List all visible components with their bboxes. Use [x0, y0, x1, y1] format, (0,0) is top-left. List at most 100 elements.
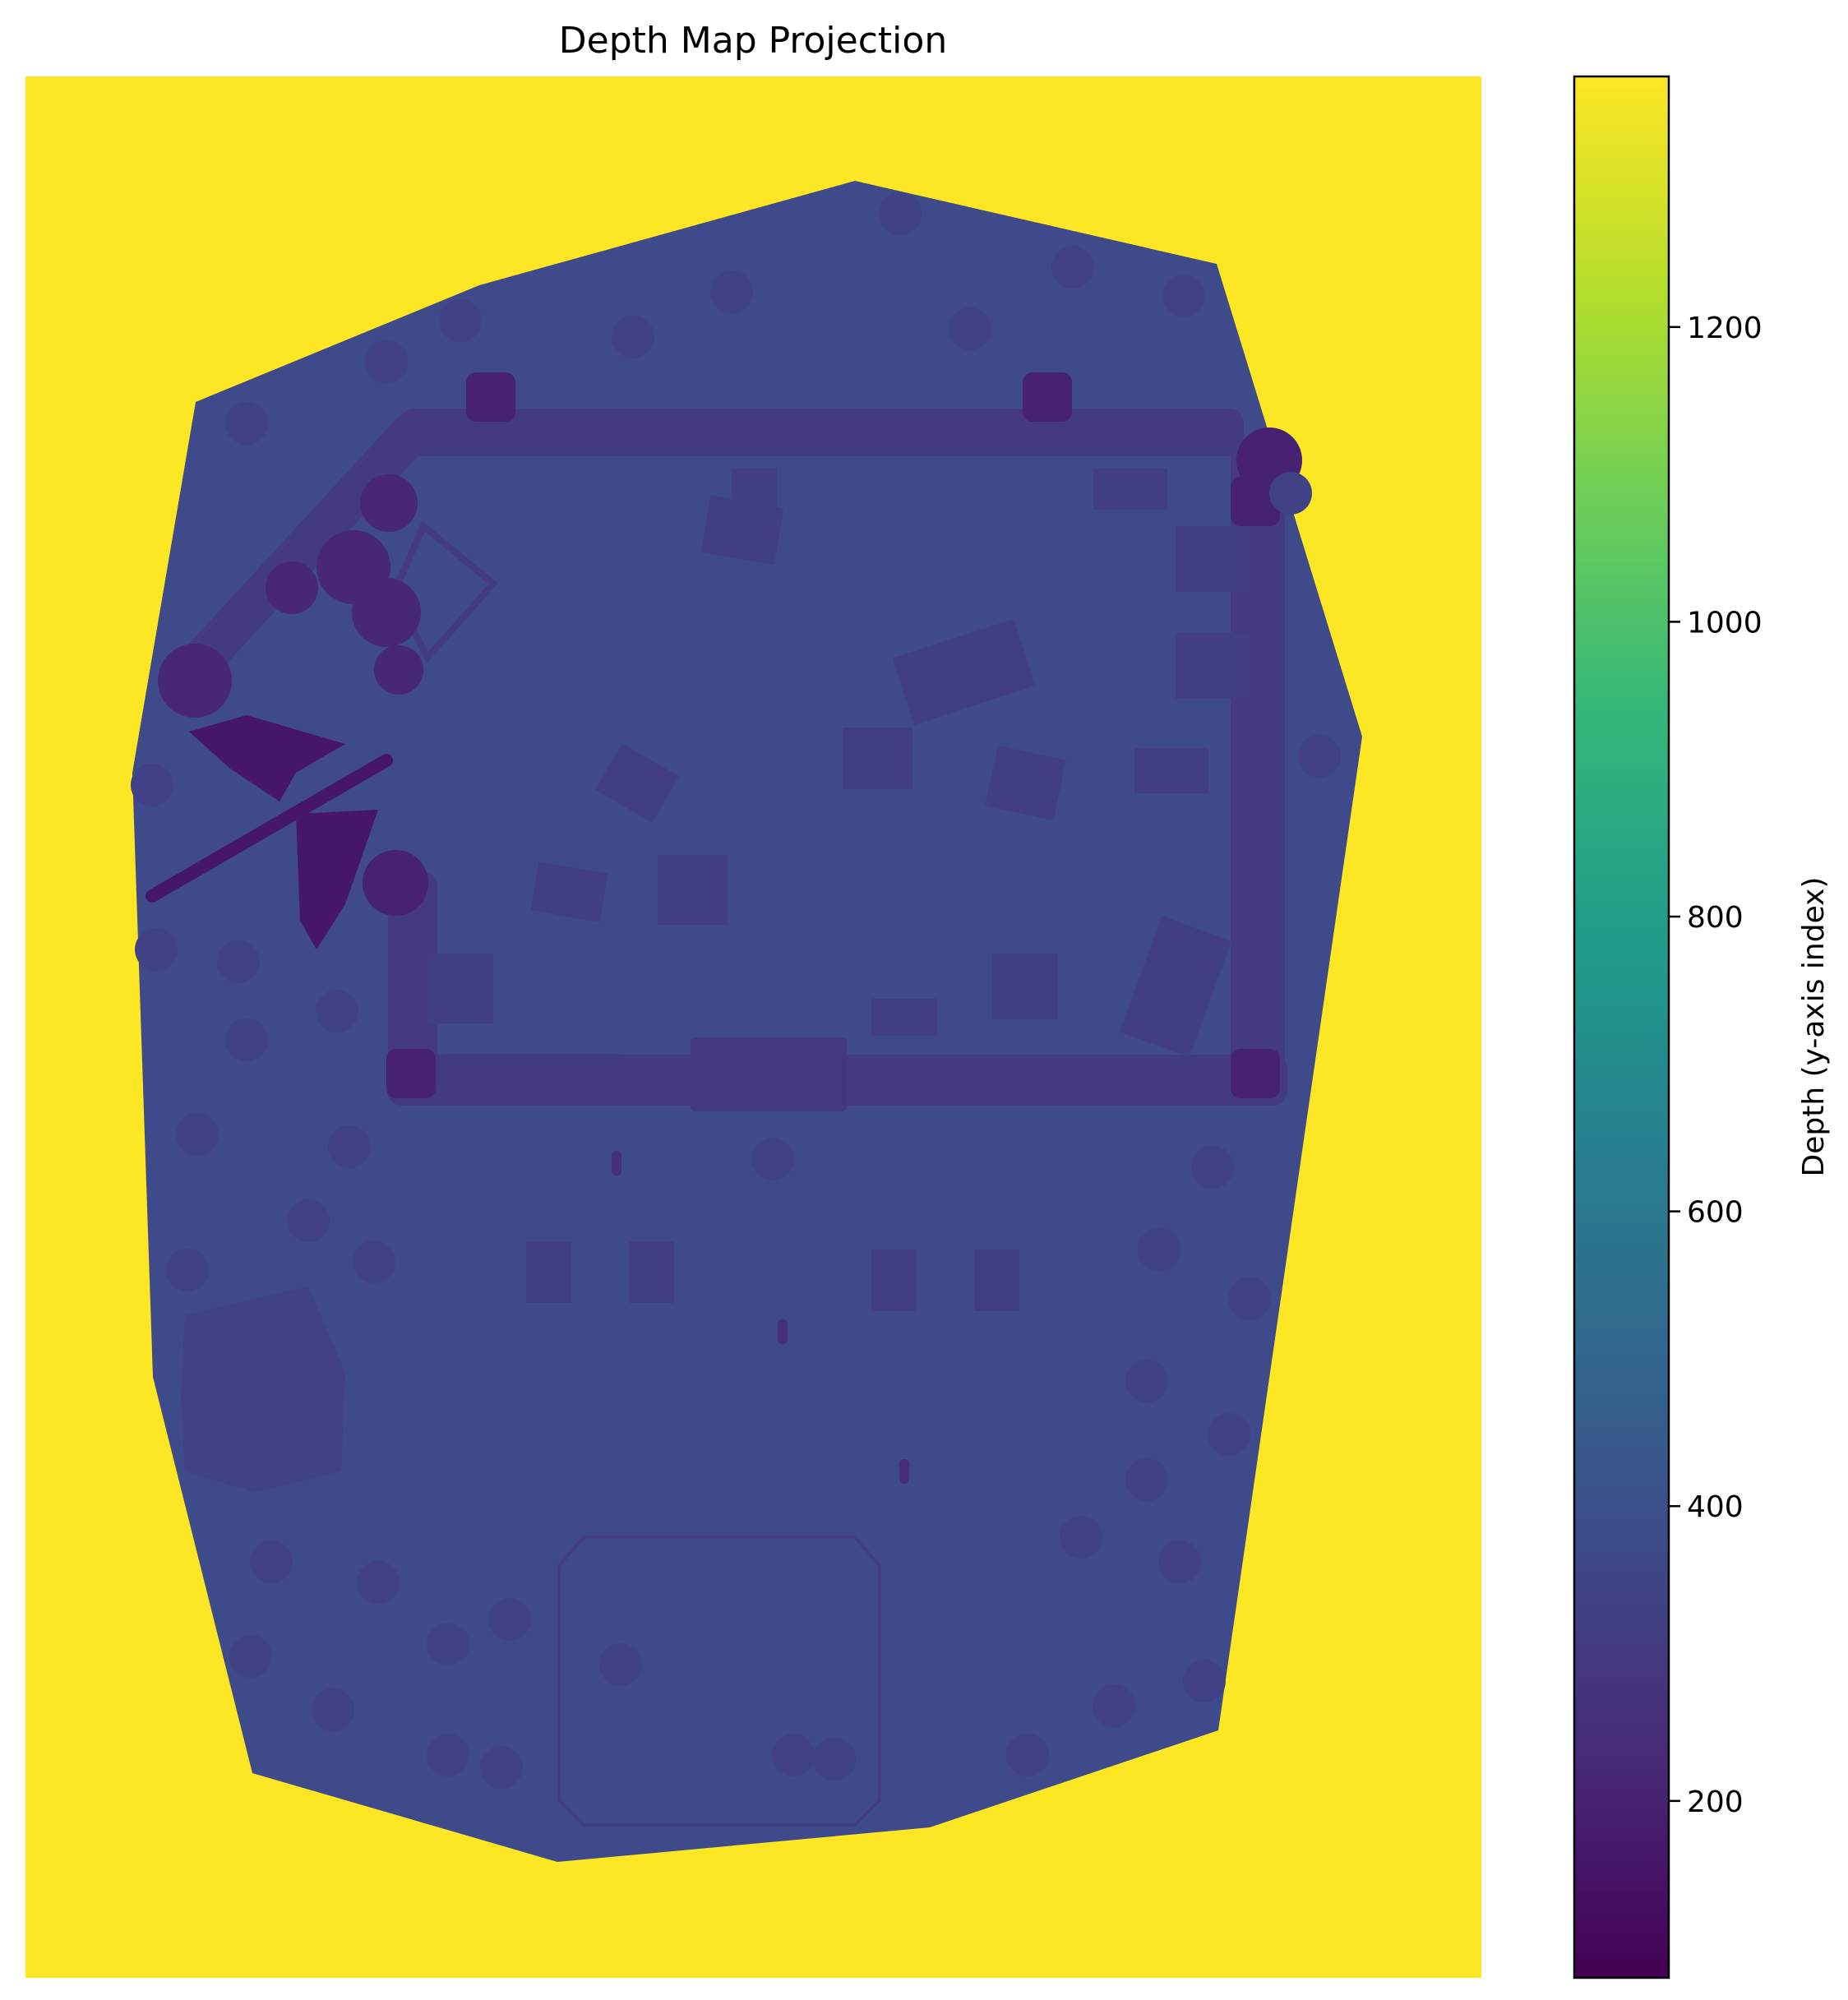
tree: [480, 1746, 523, 1789]
tree: [217, 940, 260, 983]
tree: [1060, 1516, 1102, 1559]
tree: [1125, 1360, 1168, 1402]
building: [427, 954, 493, 1023]
tree: [135, 928, 178, 971]
tree: [166, 1249, 209, 1291]
tree: [287, 1199, 330, 1242]
tree: [949, 307, 991, 350]
tree: [176, 1113, 219, 1156]
wall-segment: [390, 520, 498, 664]
building: [629, 1241, 674, 1303]
building: [595, 743, 679, 823]
building: [1134, 748, 1208, 793]
wall-segment: [432, 1054, 630, 1103]
tree: [427, 1623, 469, 1665]
wall-segment: [400, 409, 1244, 456]
building: [658, 855, 728, 925]
corner-tower: [363, 850, 428, 916]
tree: [710, 270, 753, 313]
tree: [599, 1643, 642, 1686]
colorbar-tick-label: 400: [1687, 1490, 1744, 1524]
building: [1093, 469, 1167, 510]
corner-tower: [1231, 1049, 1280, 1098]
tree: [751, 1138, 794, 1180]
corner-tower: [466, 372, 515, 422]
tree: [312, 1688, 354, 1731]
colorbar-frame: [1573, 75, 1670, 1979]
creature-body: [146, 754, 393, 903]
building: [974, 1249, 1019, 1311]
tree: [328, 1125, 371, 1168]
creature-wing: [296, 810, 378, 949]
tree: [1006, 1734, 1049, 1776]
tree: [365, 340, 408, 383]
tree: [813, 1738, 856, 1781]
tree: [772, 1734, 815, 1776]
scene-footprint: [132, 181, 1362, 1862]
tree: [1298, 735, 1341, 778]
tower-cluster-part: [158, 644, 232, 718]
corner-tower: [1023, 372, 1072, 422]
tower-cluster-part: [374, 645, 423, 695]
scene-layer: [131, 181, 1362, 1862]
creature-wing: [189, 715, 345, 801]
courtyard-outline: [557, 1536, 881, 1827]
colorbar: 200 400 600 800 1000 1200 Depth (y-axis index…: [1573, 75, 1831, 1979]
building: [732, 469, 777, 514]
tree: [1228, 1277, 1271, 1320]
building: [892, 619, 1036, 725]
tree: [1162, 275, 1205, 317]
wall-segment: [1231, 444, 1285, 1077]
wall-segment: [169, 413, 432, 695]
south-gate: [691, 1037, 847, 1111]
tree: [1208, 1413, 1250, 1456]
tower-cluster-part: [266, 561, 318, 614]
tower-cluster-part: [360, 474, 418, 532]
tree: [316, 990, 358, 1032]
tree: [229, 1635, 272, 1678]
tree: [1158, 1540, 1201, 1583]
rock-blob: [181, 1286, 345, 1492]
tree: [1125, 1458, 1168, 1501]
tree: [1138, 1228, 1180, 1271]
colorbar-tick-label: 200: [1687, 1785, 1744, 1819]
tree: [1093, 1684, 1135, 1727]
tree: [427, 1734, 469, 1776]
wall-segment: [388, 871, 437, 1077]
colorbar-gradient: [1574, 76, 1669, 1978]
tower-cluster-part: [316, 530, 390, 604]
depth-map-plot: [25, 76, 1481, 1978]
tree: [225, 402, 268, 445]
tree: [488, 1598, 531, 1641]
tree: [357, 1561, 400, 1604]
tree: [612, 316, 654, 358]
tree: [1191, 1146, 1234, 1189]
corner-tower: [386, 1049, 436, 1098]
tree: [353, 1240, 395, 1283]
tree: [131, 764, 173, 806]
statue: [612, 1151, 621, 1176]
colorbar-label: Depth (y-axis index): [1797, 877, 1831, 1177]
colorbar-tick-label: 1200: [1687, 312, 1763, 345]
building: [1120, 916, 1231, 1057]
building: [843, 727, 912, 789]
colorbar-tick-label: 800: [1687, 901, 1744, 935]
building: [985, 745, 1066, 821]
colorbar-tick-label: 600: [1687, 1196, 1744, 1230]
tree: [1051, 246, 1094, 289]
statue: [899, 1459, 909, 1484]
tree: [250, 1540, 293, 1583]
building: [871, 1249, 917, 1311]
statue: [778, 1319, 788, 1344]
tree: [1269, 472, 1312, 515]
building: [526, 1241, 571, 1303]
colorbar-tick-label: 1000: [1687, 606, 1763, 640]
building: [871, 999, 937, 1036]
building: [992, 954, 1058, 1019]
building: [530, 861, 608, 922]
tree: [879, 192, 922, 235]
building: [1176, 633, 1250, 699]
building: [1176, 526, 1250, 592]
tree: [439, 299, 482, 342]
